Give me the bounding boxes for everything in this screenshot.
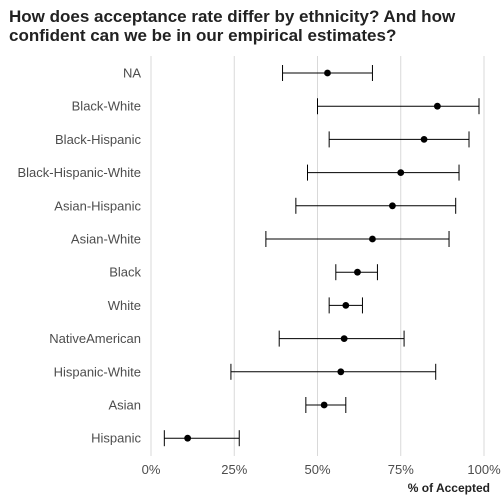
estimate-point-8 xyxy=(340,335,348,342)
chart-title: How does acceptance rate differ by ethni… xyxy=(9,7,499,45)
y-tick-label-1: Black-White xyxy=(72,99,141,114)
y-tick-label-6: Black xyxy=(109,265,141,280)
x-tick-label-3: 75% xyxy=(388,462,414,477)
error-bar-10 xyxy=(305,397,347,413)
x-tick-label-4: 100% xyxy=(467,462,501,477)
estimate-point-6 xyxy=(354,268,361,276)
error-bar-6 xyxy=(335,264,378,281)
y-tick-label-11: Hispanic xyxy=(91,431,141,446)
x-axis-tick-labels: 0% 25% 50% 75% 100% xyxy=(142,462,501,477)
error-bar-0 xyxy=(282,65,373,81)
estimate-point-11 xyxy=(184,434,192,442)
error-bar-11 xyxy=(163,430,240,447)
y-tick-label-7: White xyxy=(108,298,141,313)
chart-title-line-2: confident can we be in our empirical est… xyxy=(9,26,397,45)
x-axis-label: % of Accepted xyxy=(408,481,490,495)
error-bar-9 xyxy=(230,363,437,380)
plot-marks xyxy=(163,65,480,447)
x-tick-label-0: 0% xyxy=(142,462,161,477)
error-bar-5 xyxy=(265,231,450,247)
estimate-point-0 xyxy=(324,69,331,77)
y-tick-label-3: Black-Hispanic-White xyxy=(17,165,141,180)
y-tick-label-5: Asian-White xyxy=(71,232,141,247)
y-tick-label-2: Black-Hispanic xyxy=(55,132,141,147)
gridlines xyxy=(150,56,485,456)
estimate-point-1 xyxy=(433,102,441,110)
y-tick-label-0: NA xyxy=(123,66,141,81)
x-tick-label-1: 25% xyxy=(221,462,247,477)
error-bar-2 xyxy=(328,131,470,148)
error-bar-8 xyxy=(278,330,405,347)
estimate-point-10 xyxy=(320,401,328,409)
estimate-point-7 xyxy=(342,302,350,309)
error-bar-4 xyxy=(295,197,457,214)
error-bar-7 xyxy=(328,297,363,314)
estimate-point-4 xyxy=(389,202,396,210)
estimate-point-3 xyxy=(397,169,405,177)
estimate-point-2 xyxy=(420,136,428,143)
y-tick-label-10: Asian xyxy=(108,398,141,413)
estimate-point-5 xyxy=(369,235,376,243)
estimate-point-9 xyxy=(337,368,345,376)
chart-title-line-1: How does acceptance rate differ by ethni… xyxy=(9,7,456,26)
y-axis-tick-labels: NA Black-White Black-Hispanic Black-Hispani… xyxy=(17,66,141,446)
y-tick-label-4: Asian-Hispanic xyxy=(54,198,141,213)
x-tick-label-2: 50% xyxy=(304,462,330,477)
y-tick-label-8: NativeAmerican xyxy=(49,331,141,346)
error-bar-3 xyxy=(307,164,460,181)
error-bar-1 xyxy=(317,98,480,115)
y-tick-label-9: Hispanic-White xyxy=(54,364,141,379)
